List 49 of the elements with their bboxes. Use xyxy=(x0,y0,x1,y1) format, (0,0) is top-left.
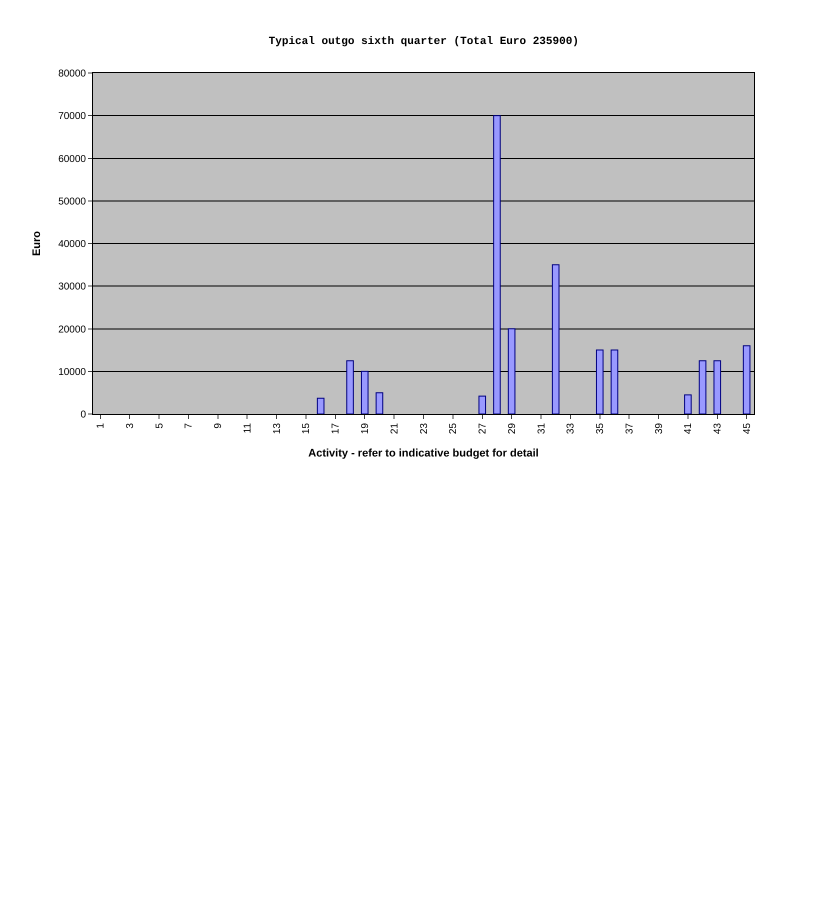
x-tick-label: 17 xyxy=(330,422,342,434)
bar xyxy=(346,360,354,414)
y-tick-label: 10000 xyxy=(58,366,86,378)
y-tick-label: 40000 xyxy=(58,239,86,250)
bar xyxy=(508,328,516,414)
chart-title: Typical outgo sixth quarter (Total Euro 235900) xyxy=(268,36,579,48)
x-tick-label: 31 xyxy=(536,422,548,434)
bar xyxy=(610,350,618,414)
y-tick-label: 60000 xyxy=(58,154,86,165)
x-tick-label: 23 xyxy=(418,422,430,434)
x-tick-label: 7 xyxy=(184,422,195,429)
x-tick-label: 3 xyxy=(124,422,136,429)
x-tick-label: 13 xyxy=(272,422,283,434)
x-tick-label: 25 xyxy=(448,422,460,434)
x-tick-label: 15 xyxy=(301,422,312,434)
y-axis-title: Euro xyxy=(30,230,43,256)
bar xyxy=(316,398,324,414)
x-tick-label: 33 xyxy=(566,422,577,434)
bar xyxy=(596,350,604,414)
bar xyxy=(552,264,560,414)
y-tick-label: 70000 xyxy=(58,111,86,122)
bar xyxy=(360,370,369,414)
x-tick-label: 27 xyxy=(478,422,489,434)
x-tick-label: 1 xyxy=(96,422,107,429)
x-tick-label: 41 xyxy=(683,422,694,434)
x-tick-label: 43 xyxy=(712,422,724,434)
x-tick-label: 19 xyxy=(360,422,371,434)
bar xyxy=(698,360,706,414)
y-tick-label: 50000 xyxy=(58,196,86,208)
y-tick-label: 20000 xyxy=(58,324,86,336)
x-tick-label: 5 xyxy=(154,422,166,429)
x-tick-label: 29 xyxy=(506,422,518,434)
bar xyxy=(493,115,501,414)
x-tick-label: 35 xyxy=(595,422,606,434)
x-tick-label: 37 xyxy=(624,422,636,434)
bar xyxy=(376,392,384,414)
x-tick-label: 21 xyxy=(389,422,400,434)
x-tick-label: 11 xyxy=(242,422,254,434)
x-tick-label: 39 xyxy=(654,422,665,434)
bar xyxy=(478,396,486,414)
bar xyxy=(713,360,722,414)
x-tick-label: 9 xyxy=(213,422,224,429)
y-tick-label: 30000 xyxy=(58,282,86,293)
y-tick-label: 80000 xyxy=(58,68,86,80)
x-axis-title: Activity - refer to indicative budget for detail xyxy=(308,447,539,460)
x-tick-label: 45 xyxy=(742,422,753,434)
bar xyxy=(684,394,692,414)
bar xyxy=(742,345,750,414)
y-tick-label: 0 xyxy=(80,410,86,420)
